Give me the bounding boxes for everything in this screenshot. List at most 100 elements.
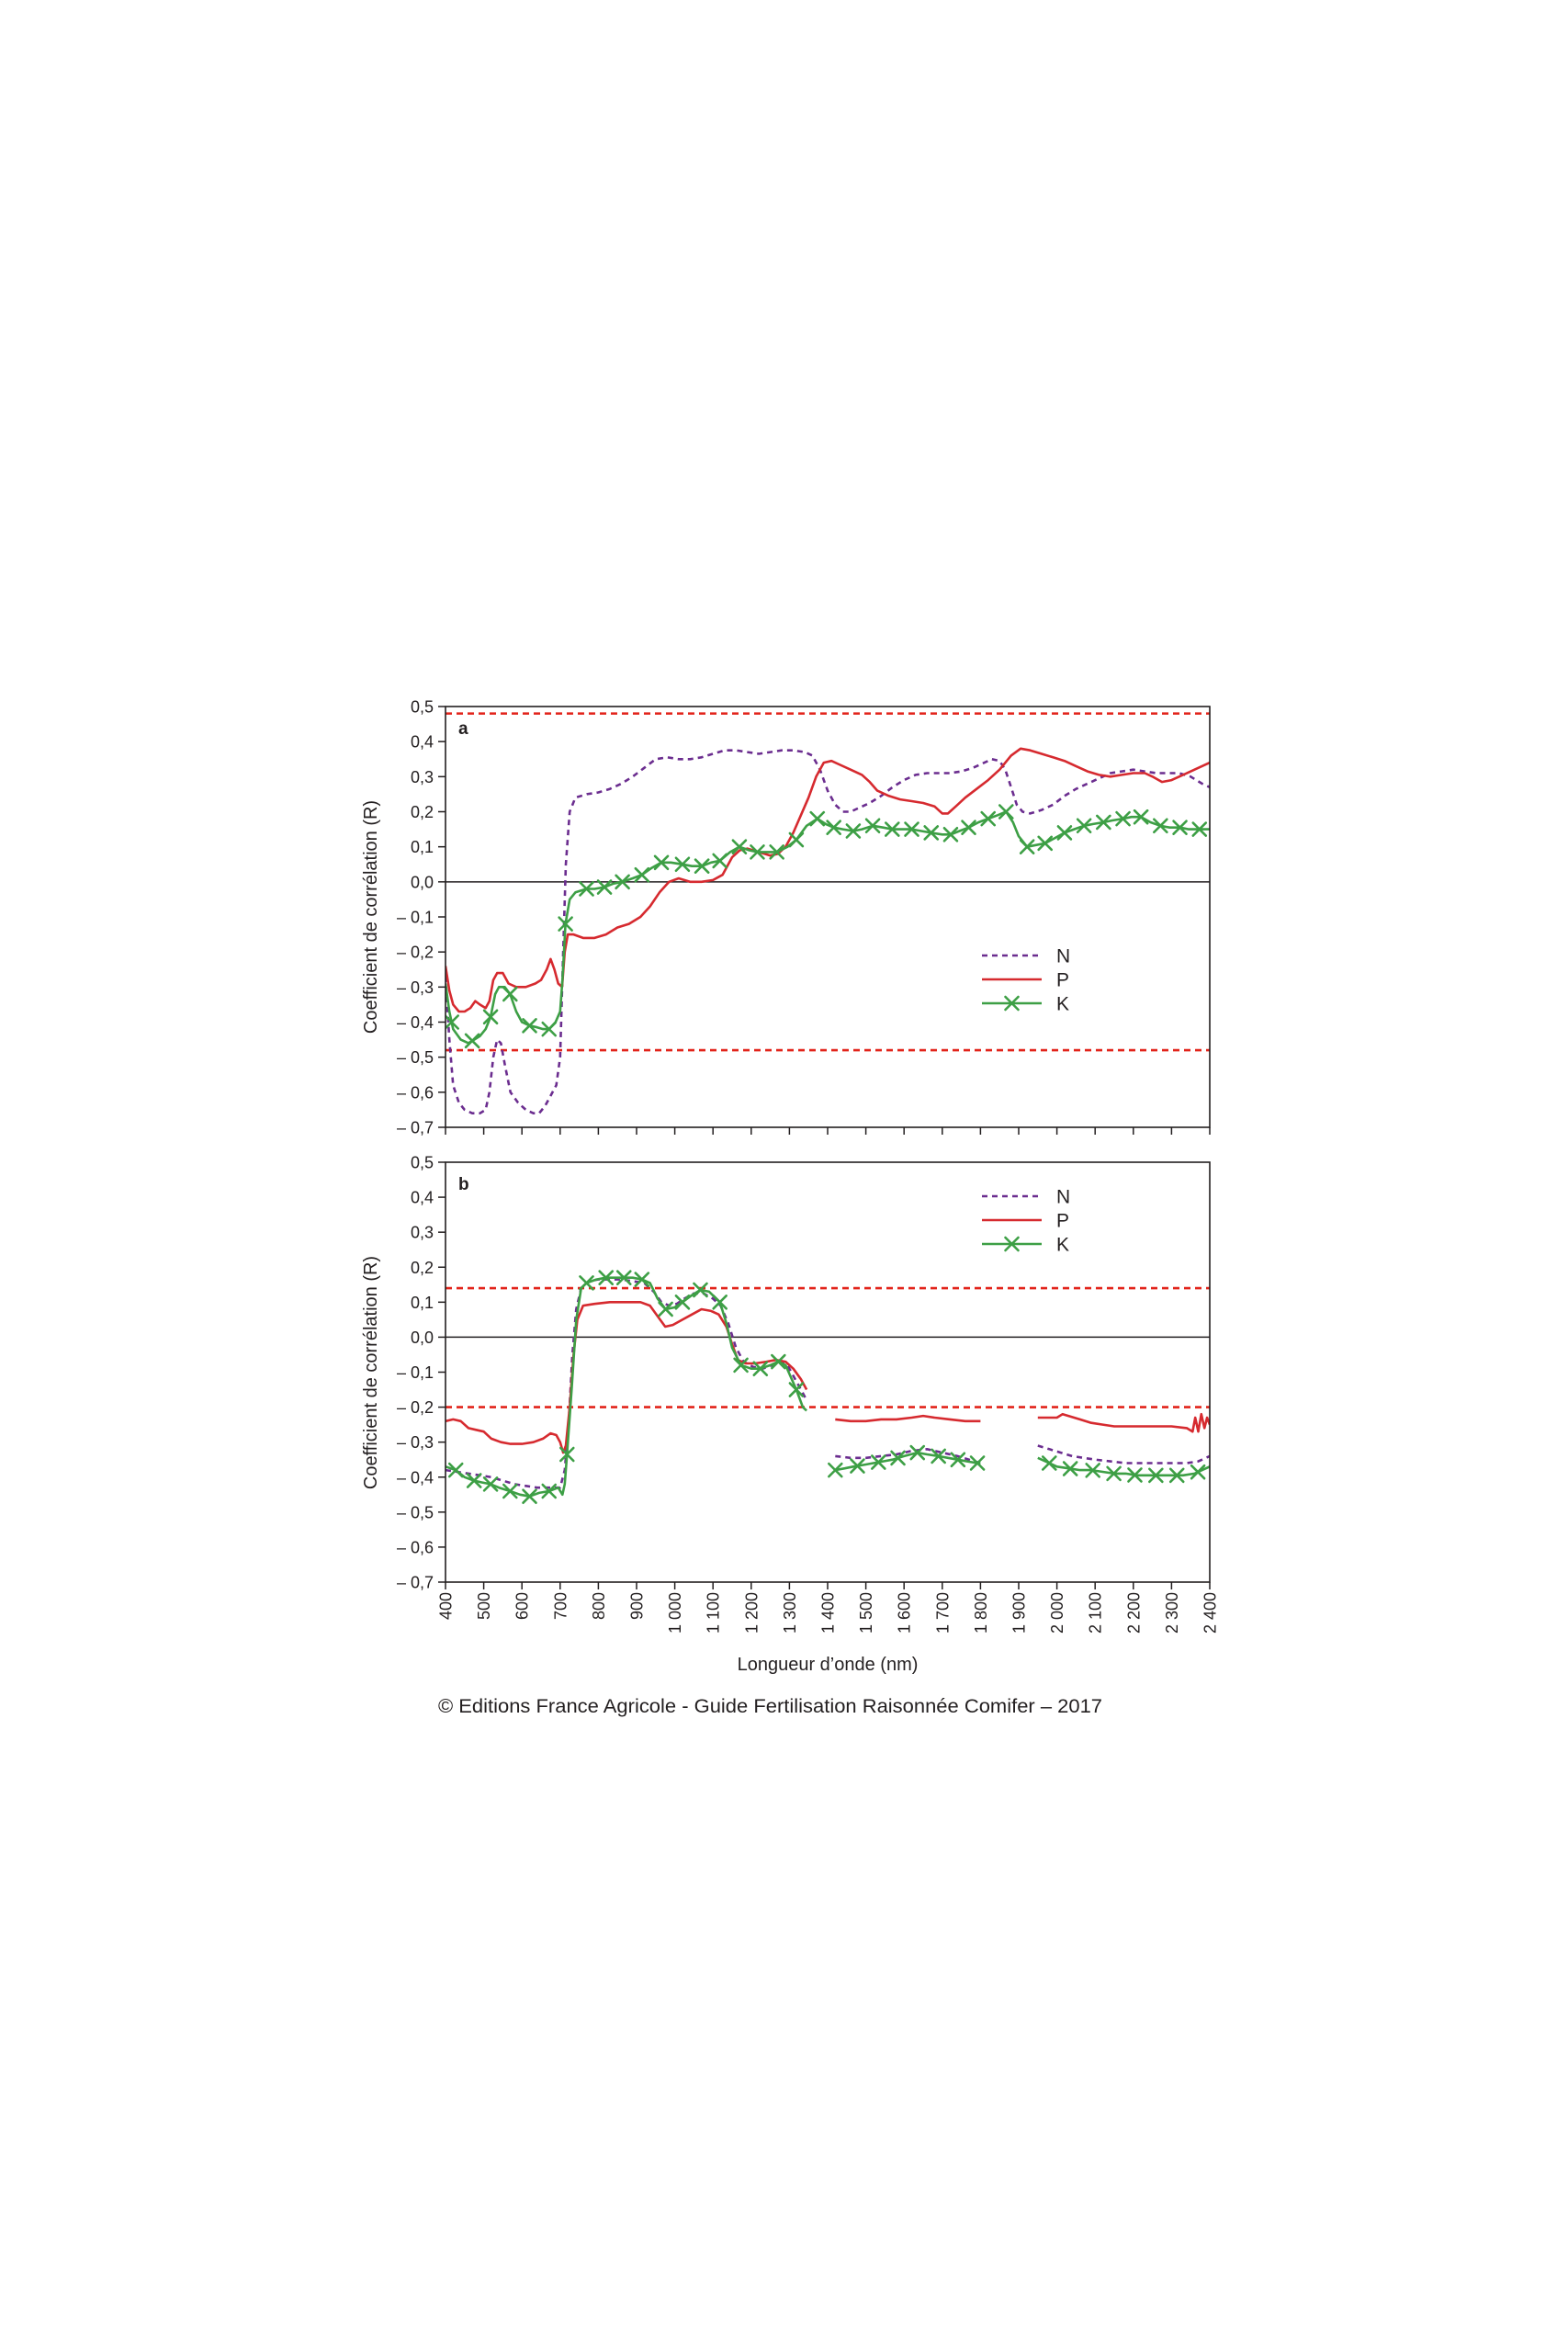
y-tick-label: 0,4 (411, 1189, 434, 1207)
series-K-marker (1153, 818, 1168, 834)
marker-stroke (1004, 1236, 1020, 1252)
marker-stroke (1037, 835, 1054, 852)
panel-label-b: b (458, 1175, 469, 1194)
legend-item-N: N (982, 1187, 1070, 1208)
series-K-marker (788, 1382, 805, 1397)
series-K-marker (634, 1272, 650, 1287)
legend-item-K: K (982, 1235, 1069, 1256)
series-K-marker (1085, 1463, 1101, 1478)
legend-item-P: P (982, 1211, 1069, 1232)
marker-stroke (653, 854, 670, 871)
series-P-line (446, 747, 1210, 1013)
series-K-marker (466, 1473, 482, 1488)
x-tick-label: 700 (551, 1592, 570, 1620)
marker-stroke (850, 1458, 865, 1474)
y-tick-label: – 0,5 (397, 1048, 434, 1067)
y-tick-label: – 0,3 (397, 978, 434, 997)
y-tick-label: – 0,5 (397, 1503, 434, 1521)
marker-stroke (447, 1462, 464, 1478)
series-K-marker (1019, 839, 1035, 854)
legend-label: K (1056, 994, 1069, 1015)
legend-item-P: P (982, 970, 1069, 991)
marker-stroke (845, 823, 862, 839)
marker-stroke (1106, 1465, 1122, 1482)
series-K-marker (712, 853, 728, 869)
marker-stroke (750, 844, 765, 860)
x-tick-label: 1 800 (972, 1592, 990, 1634)
marker-stroke (1085, 1463, 1101, 1478)
marker-stroke (1076, 818, 1092, 834)
marker-stroke (1041, 1455, 1057, 1471)
y-tick-label: – 0,1 (397, 909, 434, 927)
series-K-marker (674, 1295, 691, 1310)
marker-stroke (980, 810, 997, 827)
y-tick-label: 0,0 (411, 873, 434, 891)
series-K-marker (980, 810, 997, 827)
series-K-marker (1133, 808, 1149, 825)
marker-stroke (871, 1454, 886, 1470)
x-tick-label: 1 900 (1010, 1592, 1029, 1634)
marker-stroke (828, 1462, 843, 1478)
series-K-marker (942, 827, 959, 842)
series-P-line (1037, 1412, 1210, 1433)
series-K-marker (558, 916, 573, 932)
series-K-marker (522, 1488, 537, 1504)
legend-label: P (1056, 1211, 1069, 1232)
plot-area (446, 712, 1210, 1114)
marker-stroke (1148, 1467, 1164, 1484)
y-tick-label: 0,2 (411, 803, 434, 821)
legend-label: N (1056, 1187, 1070, 1208)
marker-stroke (502, 1483, 518, 1499)
marker-stroke (809, 810, 826, 827)
series-K-marker (1172, 820, 1188, 835)
plot-frame (445, 1161, 1211, 1583)
marker-stroke (1056, 825, 1073, 841)
marker-stroke (998, 804, 1014, 820)
series-K-marker (1041, 1455, 1057, 1471)
series-K-line (446, 1276, 807, 1498)
series-P-line (835, 1414, 981, 1423)
series-K-marker (502, 1483, 518, 1499)
series-K-marker (961, 820, 976, 835)
series-K-marker (1106, 1465, 1122, 1482)
marker-stroke (693, 1282, 708, 1298)
marker-stroke (1096, 814, 1111, 831)
marker-stroke (674, 1295, 691, 1310)
y-tick-label: – 0,7 (397, 1119, 434, 1137)
y-tick-label: 0,3 (411, 768, 434, 786)
marker-stroke (502, 986, 518, 1002)
series-K-marker (658, 1301, 673, 1317)
x-tick-label: 600 (513, 1592, 532, 1620)
marker-stroke (658, 1301, 673, 1317)
marker-stroke (1115, 810, 1131, 827)
marker-stroke (864, 818, 881, 834)
marker-stroke (634, 1272, 650, 1287)
x-tick-label: 900 (628, 1592, 647, 1620)
marker-stroke (466, 1473, 482, 1488)
series-K-marker (864, 818, 881, 834)
marker-stroke (1062, 1461, 1078, 1476)
marker-stroke (931, 1448, 946, 1464)
series-K-marker (615, 874, 630, 890)
y-tick-label: 0,5 (411, 698, 434, 717)
marker-stroke (788, 1382, 805, 1397)
marker-stroke (771, 1353, 786, 1370)
marker-stroke (923, 825, 940, 841)
marker-stroke (1004, 995, 1020, 1012)
marker-stroke (579, 881, 594, 897)
x-tick-label: 500 (475, 1592, 493, 1620)
marker-stroke (752, 1361, 769, 1376)
series-K-marker (1056, 825, 1073, 841)
series-K-marker (950, 1452, 966, 1468)
series-K-marker (1148, 1467, 1164, 1484)
series-K-marker (885, 821, 900, 837)
x-tick-label: 1 000 (666, 1592, 684, 1634)
series-K-marker (541, 1021, 558, 1037)
marker-stroke (541, 1483, 558, 1499)
series-K-marker (788, 831, 805, 848)
x-tick-label: 800 (590, 1592, 608, 1620)
series-K-marker (558, 1446, 575, 1463)
marker-stroke (522, 1018, 537, 1034)
x-tick-label: 2 000 (1048, 1592, 1066, 1634)
